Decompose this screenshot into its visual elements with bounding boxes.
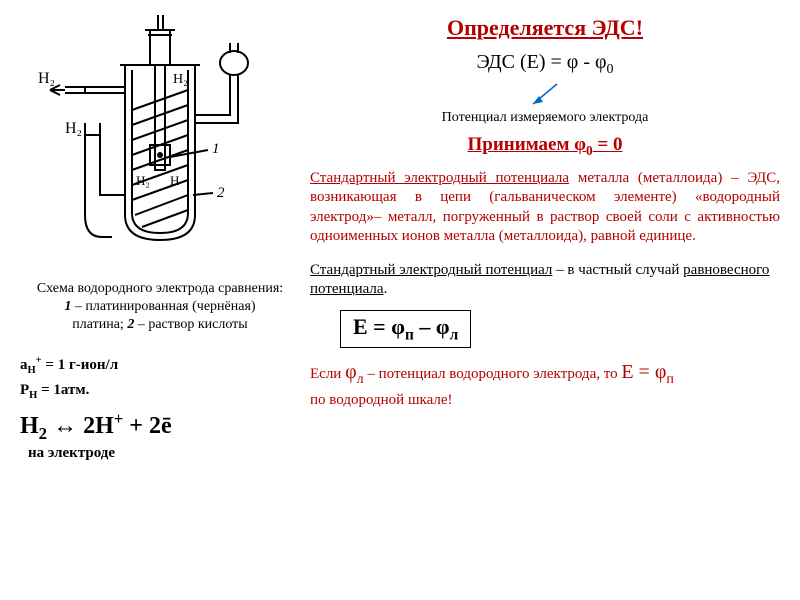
conditions-block: aH+ = 1 г-ион/л PH = 1атм. H2 ↔ 2H+ + 2ē…: [20, 355, 300, 463]
box-sub2: л: [450, 326, 459, 343]
box-mid: – φ: [414, 314, 450, 339]
PH-val: = 1атм.: [37, 382, 89, 398]
assume-tail: = 0: [593, 134, 623, 155]
label-h2-inner: H₂: [136, 173, 150, 188]
PH-p: P: [20, 382, 29, 398]
potential-label: Потенциал измеряемого электрода: [310, 110, 780, 126]
caption-line1: Схема водородного электрода сравнения:: [37, 281, 283, 296]
final-note: Если φл – потенциал водородного электрод…: [310, 358, 780, 411]
title: Определяется ЭДС!: [310, 15, 780, 41]
cond-PH: PH = 1атм.: [20, 382, 300, 401]
rx-rhs: 2H: [83, 413, 114, 439]
right-column: Определяется ЭДС! ЭДС (E) = φ - φ0 Потен…: [300, 15, 780, 585]
def-blk-mid: – в частный случай: [552, 262, 683, 278]
label-h2-left: H₂: [38, 70, 55, 87]
left-column: H₂ H₂ H₂ H H₂ 1 2 Схема водородного элек…: [20, 15, 300, 585]
label-h2-top: H₂: [173, 72, 188, 87]
label-1: 1: [212, 141, 220, 157]
fin-E: E = φ: [621, 361, 666, 383]
page: H₂ H₂ H₂ H H₂ 1 2 Схема водородного элек…: [20, 15, 780, 585]
rx-lhs: H: [20, 413, 39, 439]
boxed-formula: E = φп – φл: [340, 310, 471, 348]
fin-phi-sub: л: [357, 372, 364, 387]
aH-val: = 1 г-ион/л: [42, 357, 118, 373]
fin-b: – потенциал водородного электрода, то: [364, 366, 622, 382]
rx-rhs-sup: +: [114, 409, 124, 428]
reaction: H2 ↔ 2H+ + 2ē: [20, 409, 300, 444]
rx-arrow: ↔: [47, 413, 83, 439]
def-blk-u1: Стандартный электродный потенциал: [310, 262, 552, 278]
emf-formula: ЭДС (E) = φ - φ0: [310, 51, 780, 78]
def-blk-tail: .: [384, 281, 388, 297]
emf-text: ЭДС (E) = φ - φ: [476, 51, 606, 73]
aH-a: a: [20, 357, 28, 373]
cond-aH: aH+ = 1 г-ион/л: [20, 355, 300, 376]
aH-sub: H: [28, 365, 36, 376]
diagram-caption: Схема водородного электрода сравнения: 1…: [20, 280, 300, 335]
rx-plus: + 2ē: [123, 413, 171, 439]
assume: Принимаем φ0 = 0: [310, 134, 780, 159]
assume-text: Принимаем φ: [468, 134, 586, 155]
label-h2-utube: H₂: [65, 120, 82, 137]
definition-red: Стандартный электродный потенциала метал…: [310, 169, 780, 247]
def-red-u: Стандартный электродный потенциала: [310, 170, 569, 186]
rx-lhs-sub: 2: [39, 423, 47, 442]
arrow-icon: [485, 82, 605, 108]
assume-sub: 0: [586, 143, 593, 158]
fin-E-sub: п: [666, 372, 674, 387]
box-sub1: п: [405, 326, 414, 343]
label-h-inner: H: [170, 173, 179, 188]
box-lhs: E = φ: [353, 314, 405, 339]
fin-phi: φ: [345, 361, 357, 383]
definition-black: Стандартный электродный потенциал – в ча…: [310, 261, 780, 300]
fin-a: Если: [310, 366, 345, 382]
emf-sub: 0: [607, 62, 614, 77]
caption-t1: – платинированная (чернёная): [71, 299, 255, 314]
on-electrode-label: на электроде: [28, 445, 300, 462]
fin-p2: по водородной шкале!: [310, 392, 453, 408]
caption-t2: платина;: [72, 317, 127, 332]
electrode-diagram: H₂ H₂ H₂ H H₂ 1 2: [30, 15, 290, 275]
diagram-svg: H₂ H₂ H₂ H H₂ 1 2: [30, 15, 290, 275]
caption-t3: – раствор кислоты: [134, 317, 247, 332]
label-2: 2: [217, 185, 225, 201]
